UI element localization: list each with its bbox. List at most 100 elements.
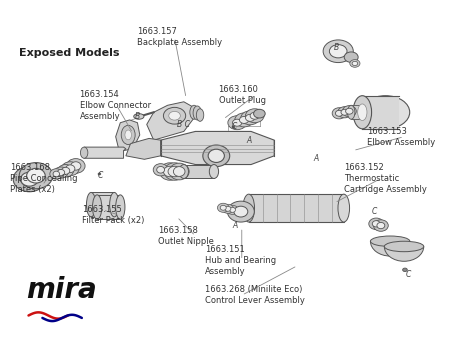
- Polygon shape: [249, 194, 344, 222]
- Ellipse shape: [164, 163, 185, 180]
- Ellipse shape: [373, 220, 388, 231]
- Polygon shape: [184, 164, 214, 178]
- Ellipse shape: [168, 166, 181, 177]
- Ellipse shape: [239, 117, 249, 124]
- Ellipse shape: [361, 96, 410, 129]
- Ellipse shape: [163, 166, 176, 177]
- Ellipse shape: [134, 114, 144, 119]
- Wedge shape: [385, 246, 424, 261]
- Ellipse shape: [234, 206, 248, 217]
- Ellipse shape: [385, 241, 424, 252]
- Text: 1663.168
Pipe Concealing
Plates (x2): 1663.168 Pipe Concealing Plates (x2): [10, 163, 78, 194]
- Ellipse shape: [358, 104, 367, 120]
- Text: 1663.152
Thermostatic
Cartridge Assembly: 1663.152 Thermostatic Cartridge Assembly: [344, 163, 427, 194]
- Ellipse shape: [208, 149, 225, 162]
- Ellipse shape: [377, 222, 385, 229]
- Ellipse shape: [80, 147, 88, 158]
- Ellipse shape: [66, 159, 85, 173]
- Polygon shape: [126, 138, 160, 159]
- Ellipse shape: [246, 109, 264, 123]
- Ellipse shape: [232, 126, 235, 128]
- Ellipse shape: [19, 163, 53, 189]
- Text: 1663.155
Filter Pack (x2): 1663.155 Filter Pack (x2): [82, 205, 144, 225]
- Ellipse shape: [353, 96, 372, 129]
- Ellipse shape: [190, 105, 198, 119]
- Ellipse shape: [338, 107, 352, 118]
- Polygon shape: [84, 147, 126, 158]
- Ellipse shape: [344, 52, 358, 62]
- Ellipse shape: [228, 116, 246, 130]
- Ellipse shape: [169, 163, 189, 180]
- Ellipse shape: [347, 105, 355, 119]
- Text: mira: mira: [26, 276, 97, 304]
- Polygon shape: [97, 195, 120, 219]
- Ellipse shape: [61, 162, 79, 176]
- Polygon shape: [147, 102, 193, 140]
- Ellipse shape: [71, 162, 81, 170]
- Ellipse shape: [403, 268, 407, 272]
- Ellipse shape: [246, 114, 255, 121]
- Text: B C: B C: [177, 120, 190, 129]
- Ellipse shape: [352, 61, 358, 65]
- Ellipse shape: [203, 145, 230, 167]
- Ellipse shape: [372, 220, 380, 227]
- Ellipse shape: [58, 164, 73, 177]
- Ellipse shape: [220, 205, 226, 210]
- Ellipse shape: [153, 164, 168, 176]
- Ellipse shape: [369, 218, 384, 230]
- Ellipse shape: [230, 208, 235, 212]
- Ellipse shape: [121, 125, 135, 145]
- Text: C: C: [232, 122, 238, 131]
- Polygon shape: [362, 96, 399, 129]
- Ellipse shape: [218, 203, 229, 212]
- Text: 1663.151
Hub and Bearing
Assembly: 1663.151 Hub and Bearing Assembly: [205, 245, 276, 276]
- Ellipse shape: [225, 206, 231, 211]
- Ellipse shape: [169, 111, 180, 120]
- Text: C: C: [371, 207, 377, 216]
- Polygon shape: [91, 193, 114, 217]
- Ellipse shape: [338, 194, 350, 222]
- Ellipse shape: [209, 164, 219, 178]
- Text: Exposed Models: Exposed Models: [19, 48, 120, 58]
- Text: 1663.154
Elbow Connector
Assembly: 1663.154 Elbow Connector Assembly: [80, 90, 151, 121]
- Ellipse shape: [222, 204, 233, 214]
- Text: 1663.153
Elbow Assembly: 1663.153 Elbow Assembly: [367, 127, 435, 147]
- Ellipse shape: [13, 167, 46, 192]
- Ellipse shape: [193, 106, 201, 120]
- Ellipse shape: [335, 110, 343, 116]
- Ellipse shape: [243, 194, 254, 222]
- Ellipse shape: [110, 193, 119, 217]
- Text: 1663.157
Backplate Assembly: 1663.157 Backplate Assembly: [138, 27, 223, 47]
- Ellipse shape: [323, 40, 353, 63]
- Ellipse shape: [332, 108, 346, 119]
- Ellipse shape: [54, 167, 68, 178]
- Ellipse shape: [125, 130, 132, 140]
- Ellipse shape: [227, 201, 254, 222]
- Ellipse shape: [27, 168, 45, 183]
- Text: 1663.160
Outlet Plug: 1663.160 Outlet Plug: [219, 85, 266, 105]
- Ellipse shape: [53, 171, 60, 177]
- Ellipse shape: [98, 173, 101, 175]
- Polygon shape: [116, 120, 140, 150]
- Ellipse shape: [227, 205, 238, 215]
- Ellipse shape: [196, 109, 204, 121]
- Ellipse shape: [241, 111, 259, 125]
- Text: A: A: [313, 154, 319, 163]
- Ellipse shape: [342, 106, 356, 117]
- Ellipse shape: [371, 236, 410, 246]
- Text: A: A: [232, 221, 238, 230]
- Ellipse shape: [341, 109, 348, 115]
- Ellipse shape: [20, 172, 38, 186]
- Ellipse shape: [350, 60, 360, 67]
- Ellipse shape: [235, 113, 253, 127]
- Ellipse shape: [50, 169, 63, 179]
- Text: B: B: [135, 112, 140, 121]
- Text: A: A: [246, 136, 252, 145]
- Wedge shape: [371, 241, 410, 256]
- Ellipse shape: [253, 109, 265, 118]
- Ellipse shape: [86, 193, 96, 217]
- Text: C: C: [406, 270, 412, 279]
- Ellipse shape: [232, 119, 242, 126]
- Ellipse shape: [159, 163, 180, 180]
- Text: B: B: [334, 43, 339, 52]
